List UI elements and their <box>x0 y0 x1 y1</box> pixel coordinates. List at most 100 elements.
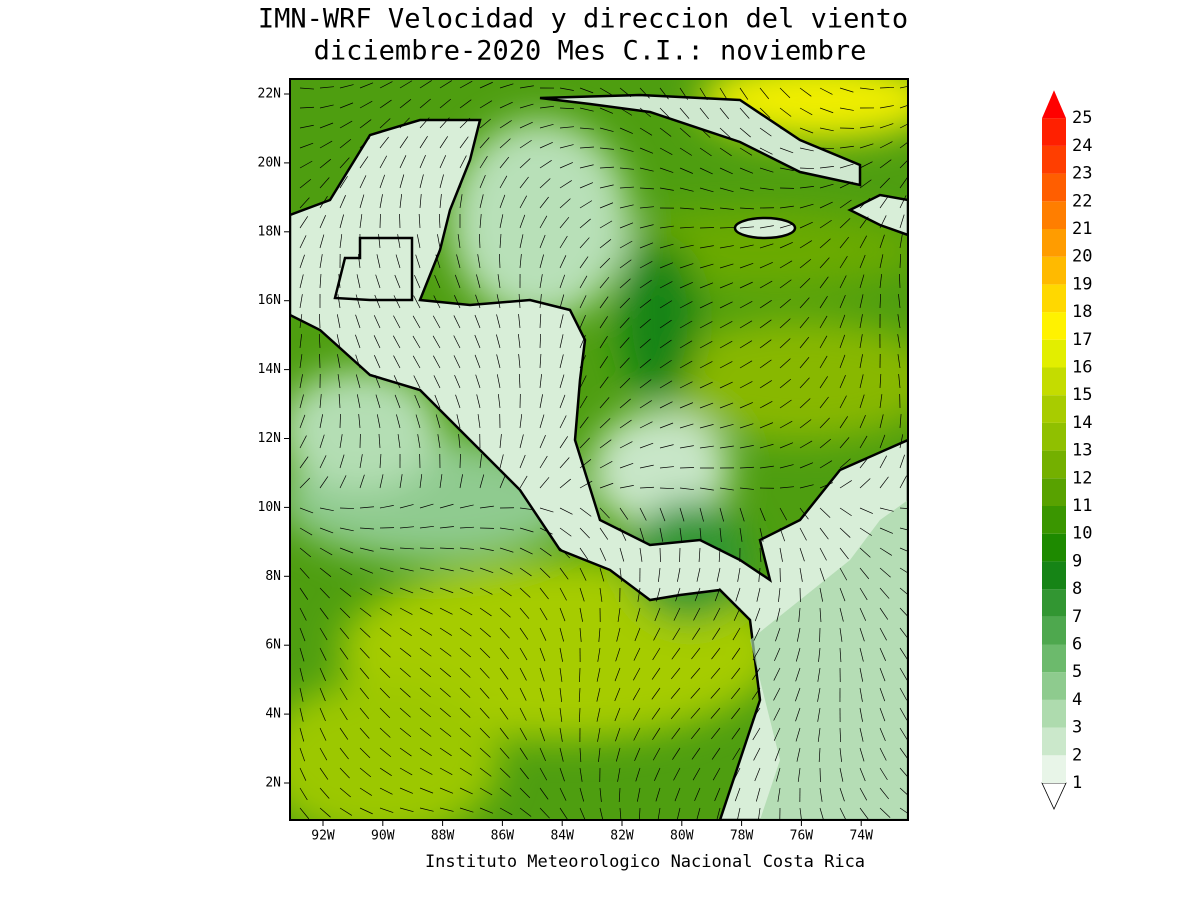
barb <box>879 394 883 409</box>
barb <box>759 359 772 369</box>
barb <box>359 707 370 720</box>
lat-tick-label: 10N <box>258 500 281 515</box>
barb <box>659 527 664 542</box>
barb <box>899 176 908 189</box>
barb <box>655 787 661 802</box>
barb <box>839 255 848 269</box>
barb <box>419 117 430 129</box>
barb <box>839 375 846 389</box>
barb <box>539 394 543 409</box>
barb <box>559 294 565 309</box>
barb <box>599 107 614 114</box>
barb <box>559 478 571 489</box>
barb <box>599 147 614 150</box>
barb <box>759 339 772 349</box>
barb <box>319 195 328 209</box>
barb <box>339 475 347 489</box>
barb <box>659 147 673 155</box>
barb <box>719 87 728 101</box>
barb <box>476 274 481 289</box>
barb <box>819 87 833 95</box>
barb <box>439 155 447 169</box>
barb <box>499 175 508 189</box>
barb <box>579 256 589 269</box>
barb <box>759 225 774 229</box>
barb <box>659 547 661 563</box>
barb <box>519 434 524 449</box>
barb <box>319 807 331 818</box>
barb <box>795 727 801 742</box>
barb <box>399 136 409 149</box>
barb <box>735 587 741 602</box>
barb <box>559 567 569 580</box>
barb <box>859 314 863 329</box>
barb <box>639 87 650 99</box>
barb <box>619 186 634 189</box>
barb <box>559 314 564 329</box>
barb <box>795 647 801 662</box>
barb <box>659 187 674 191</box>
barb <box>653 627 661 641</box>
barb <box>614 667 621 682</box>
barb <box>499 807 513 816</box>
color-box <box>1042 589 1066 617</box>
colorbar-label: 15 <box>1072 385 1092 405</box>
barb <box>458 434 461 449</box>
barb <box>453 335 461 349</box>
barb <box>637 587 641 602</box>
barb <box>819 315 828 329</box>
barb <box>599 316 608 329</box>
barb <box>699 487 714 491</box>
barb <box>479 174 486 189</box>
barb <box>419 474 423 489</box>
barb <box>679 282 693 289</box>
barb <box>319 607 329 620</box>
barb <box>775 767 781 782</box>
colorbar-label: 23 <box>1072 164 1092 184</box>
barb <box>518 334 521 349</box>
barb <box>539 747 546 761</box>
barb <box>774 747 781 762</box>
barb <box>459 99 472 109</box>
color-box <box>1042 727 1066 756</box>
barb <box>859 179 872 189</box>
barb <box>899 667 908 681</box>
barb <box>691 747 701 760</box>
barb <box>439 787 454 794</box>
barb <box>799 357 810 369</box>
barb <box>839 236 850 249</box>
barb <box>639 421 653 429</box>
barb <box>699 445 714 449</box>
barb <box>859 125 874 129</box>
barb <box>399 767 413 776</box>
barb <box>499 194 506 209</box>
barb <box>299 807 310 820</box>
barb <box>719 423 734 429</box>
barb <box>479 214 482 229</box>
barb <box>359 119 372 129</box>
barb <box>539 507 554 513</box>
barb <box>399 687 411 698</box>
colorbar-label: 4 <box>1072 690 1082 710</box>
barb <box>539 254 544 269</box>
barb <box>699 147 712 157</box>
barb <box>499 156 510 169</box>
barb <box>759 380 772 389</box>
barb <box>499 587 512 597</box>
barb <box>617 767 621 782</box>
barb <box>499 747 510 759</box>
barb <box>819 460 833 469</box>
barb <box>299 727 305 742</box>
barb <box>635 767 641 782</box>
lon-tick-label: 80W <box>670 829 694 844</box>
barb <box>799 440 813 449</box>
barb <box>719 507 724 522</box>
barb <box>479 727 491 739</box>
colorbar-label: 9 <box>1072 551 1082 571</box>
barb <box>779 547 783 562</box>
barb <box>539 807 550 819</box>
barb <box>417 434 421 449</box>
barb <box>579 218 591 229</box>
barb <box>359 787 372 796</box>
barb <box>359 727 370 739</box>
